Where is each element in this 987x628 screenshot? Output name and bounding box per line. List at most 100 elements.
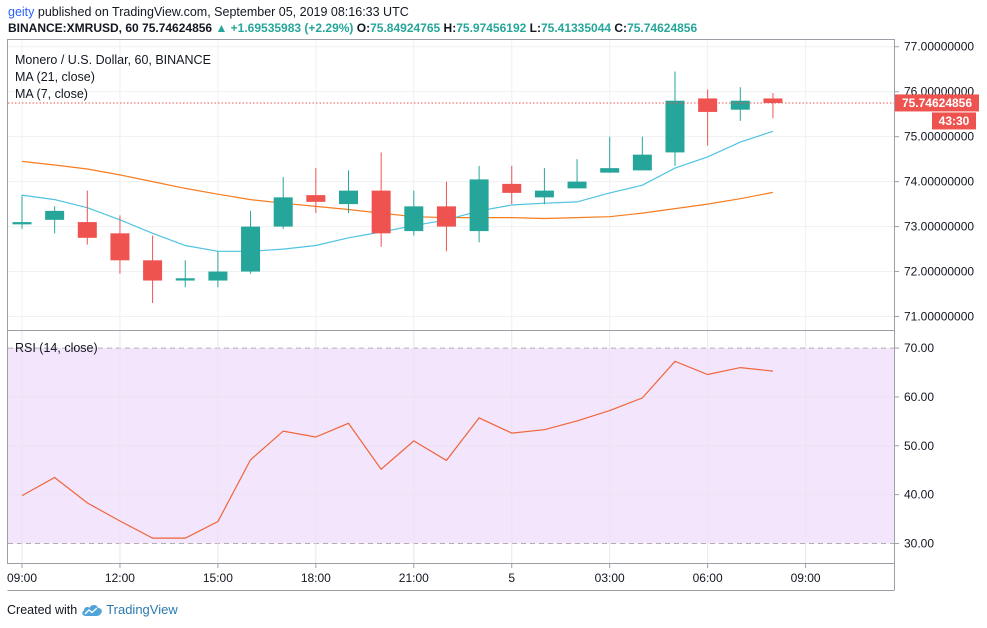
candle-body [77,222,97,238]
countdown-label: 43:30 [939,114,970,128]
time-tick-label: 15:00 [203,571,233,585]
candles[interactable] [12,71,783,304]
ma21-line [21,160,774,220]
time-tick-label: 06:00 [693,571,723,585]
price-tag-label: 75.74624856 [902,96,972,110]
candle[interactable] [567,159,587,189]
candle[interactable] [632,136,652,171]
rsi-tick-label: 30.00 [904,536,934,550]
time-tick-label: 12:00 [105,571,135,585]
candle[interactable] [730,87,750,121]
low-label: L: [529,21,541,35]
candle[interactable] [600,136,620,173]
footer: Created with TradingView [7,602,178,617]
countdown-tag [932,112,976,130]
low-value: 75.41335044 [540,21,612,35]
open-label: O: [356,21,371,35]
grid [8,40,894,563]
price-tag [895,94,979,112]
tradingview-brand[interactable]: TradingView [106,602,178,617]
rsi-axis[interactable]: 30.00 40.00 50.00 60.00 70.00 [894,341,934,550]
publish-info: published on TradingView.com, September … [37,5,409,19]
candle-body [45,210,65,220]
ma21-series [21,160,774,220]
legend-rsi[interactable]: RSI (14, close) [15,341,98,355]
candle-body [273,197,293,227]
candle-body [730,100,750,110]
candle[interactable] [371,152,391,247]
rsi-line [21,360,773,539]
symbol-line: BINANCE:XMRUSD, 60 [8,21,139,35]
candle[interactable] [698,89,718,146]
price-tick-label: 72.00000000 [904,265,974,279]
rsi-tick-label: 70.00 [904,341,934,355]
legend-ma7[interactable]: MA (7, close) [15,87,88,101]
close-value: 75.74624856 [627,21,698,35]
price-tick-label: 77.00000000 [904,40,974,54]
legend-ma21[interactable]: MA (21, close) [15,70,95,84]
ma7-line [21,130,774,252]
open-value: 75.84924765 [370,21,441,35]
candle-body [567,181,587,189]
candle-body [306,195,326,202]
ohlc-header: BINANCE:XMRUSD, 60 75.74624856 ▲ +1.6953… [8,21,697,35]
time-tick-label: 5 [508,571,515,585]
candle-body [665,100,685,153]
candle-body [339,190,358,205]
price-axis[interactable]: 71.00000000 72.00000000 73.00000000 74.0000… [894,40,974,324]
candle-body [502,183,522,193]
candle[interactable] [436,181,456,252]
candle-body [241,226,261,272]
change-value: ▲ +1.69535983 (+2.29%) [215,21,354,35]
candle-body [534,190,554,198]
price-tick-label: 71.00000000 [904,310,974,324]
time-tick-label: 18:00 [301,571,331,585]
candle[interactable] [175,260,195,288]
candle-body [404,206,424,232]
candle-body [698,98,718,112]
price-tick-label: 74.00000000 [904,175,974,189]
candle-body [110,233,130,261]
time-tick-label: 09:00 [791,571,821,585]
candle[interactable] [45,206,65,234]
candle[interactable] [404,190,424,236]
time-axis[interactable]: 09:00 12:00 15:00 18:00 21:00 5 03:00 06:00 09:0… [7,563,821,585]
candle-body [143,260,163,281]
candle[interactable] [502,165,522,205]
rsi-tick-label: 50.00 [904,439,934,453]
rsi-series [21,360,773,539]
candle[interactable] [339,170,358,214]
candle[interactable] [77,190,97,245]
candle[interactable] [665,71,685,166]
time-tick-label: 21:00 [399,571,429,585]
price-tick-label: 73.00000000 [904,220,974,234]
author-name[interactable]: geity [8,5,35,19]
last-price: 75.74624856 [142,21,213,35]
candle[interactable] [110,215,130,274]
candle[interactable] [273,177,293,229]
candle[interactable] [306,168,326,214]
candle[interactable] [208,251,228,288]
candle-body [436,206,456,227]
candle[interactable] [534,168,554,205]
candle[interactable] [12,195,32,229]
ma7-series [21,130,774,252]
candle-body [371,190,391,234]
price-pane-frame [7,39,895,331]
candle-body [763,98,783,103]
high-value: 75.97456192 [456,21,527,35]
candle[interactable] [241,210,261,274]
candle[interactable] [469,165,489,243]
close-label: C: [614,21,628,35]
high-label: H: [443,21,457,35]
candle-body [12,222,32,225]
price-tick-label: 75.00000000 [904,130,974,144]
candle[interactable] [143,235,163,304]
candle-body [632,154,652,171]
candle-body [600,168,620,173]
created-with-label: Created with [7,602,78,617]
candle-body [208,271,228,281]
candle[interactable] [763,93,783,119]
candle-body [469,179,489,232]
